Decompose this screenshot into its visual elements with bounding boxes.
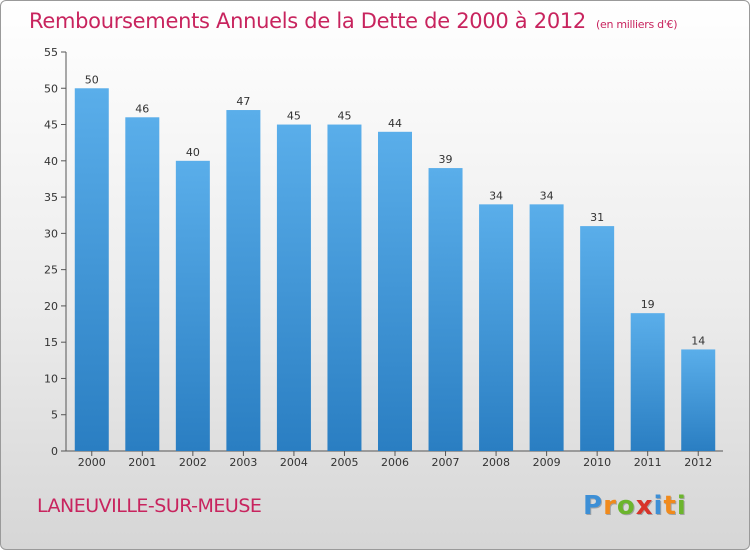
y-tick-label: 25: [44, 264, 58, 277]
proxiti-logo: Proxiti: [583, 491, 687, 521]
y-tick-label: 5: [51, 409, 58, 422]
x-tick-label: 2001: [128, 456, 156, 469]
chart-unit: (en milliers d'€): [596, 18, 678, 31]
bar: [175, 160, 210, 451]
x-tick-label: 2003: [229, 456, 257, 469]
bar-value-label: 19: [641, 298, 655, 311]
x-tick-label: 2000: [78, 456, 106, 469]
bar-value-label: 45: [337, 110, 351, 123]
bar: [327, 124, 362, 451]
bar-value-label: 34: [489, 189, 503, 202]
logo-letter: i: [676, 491, 687, 521]
bar: [378, 131, 412, 452]
y-tick-label: 55: [44, 46, 58, 59]
x-tick-label: 2004: [280, 456, 308, 469]
logo-letter: i: [653, 491, 664, 521]
x-tick-label: 2002: [179, 456, 207, 469]
x-tick-label: 2006: [381, 456, 409, 469]
bar-value-label: 40: [186, 146, 200, 159]
y-tick-label: 35: [44, 191, 58, 204]
logo-letter: P: [583, 491, 604, 521]
bar-value-label: 44: [388, 117, 402, 130]
bar: [479, 204, 514, 451]
bar: [125, 117, 160, 452]
bar: [428, 168, 463, 451]
chart-bars: 50 46 40 47 45 45 44 39 34 34 31 19 14: [74, 73, 716, 452]
logo-letter: r: [603, 491, 617, 521]
x-tick-label: 2009: [533, 456, 561, 469]
y-tick-label: 10: [44, 372, 58, 385]
chart-axes: 0 5 10 15 20 25 30 35 40 45 50 55 2000 2001 2002 2003 20…: [44, 46, 723, 469]
bar-value-label: 14: [691, 334, 705, 347]
bar: [276, 124, 311, 451]
logo-letter: x: [635, 491, 654, 521]
bar: [226, 110, 261, 451]
x-tick-label: 2010: [583, 456, 611, 469]
bar-value-label: 47: [236, 95, 250, 108]
bar-value-label: 31: [590, 211, 604, 224]
x-tick-label: 2008: [482, 456, 510, 469]
y-tick-label: 20: [44, 300, 58, 313]
y-tick-label: 50: [44, 82, 58, 95]
y-tick-label: 40: [44, 155, 58, 168]
bar: [681, 349, 716, 451]
bar: [74, 88, 109, 451]
y-tick-label: 0: [51, 445, 58, 458]
chart-title-text: Remboursements Annuels de la Dette de 20…: [29, 9, 586, 33]
bar-value-label: 34: [540, 189, 554, 202]
y-tick-label: 30: [44, 227, 58, 240]
bar-value-label: 50: [85, 73, 99, 86]
chart-title: Remboursements Annuels de la Dette de 20…: [29, 9, 677, 33]
bar-value-label: 45: [287, 110, 301, 123]
bar-value-label: 46: [135, 102, 149, 115]
place-name: LANEUVILLE-SUR-MEUSE: [37, 495, 262, 517]
y-tick-label: 45: [44, 119, 58, 132]
y-tick-label: 15: [44, 336, 58, 349]
x-tick-label: 2012: [684, 456, 712, 469]
logo-letter: t: [663, 491, 677, 521]
x-tick-label: 2007: [432, 456, 460, 469]
x-tick-label: 2011: [634, 456, 662, 469]
logo-letter: o: [616, 491, 636, 521]
bar: [529, 204, 564, 451]
x-tick-label: 2005: [330, 456, 358, 469]
bar: [630, 313, 665, 451]
bar: [580, 226, 615, 451]
bar-value-label: 39: [439, 153, 453, 166]
